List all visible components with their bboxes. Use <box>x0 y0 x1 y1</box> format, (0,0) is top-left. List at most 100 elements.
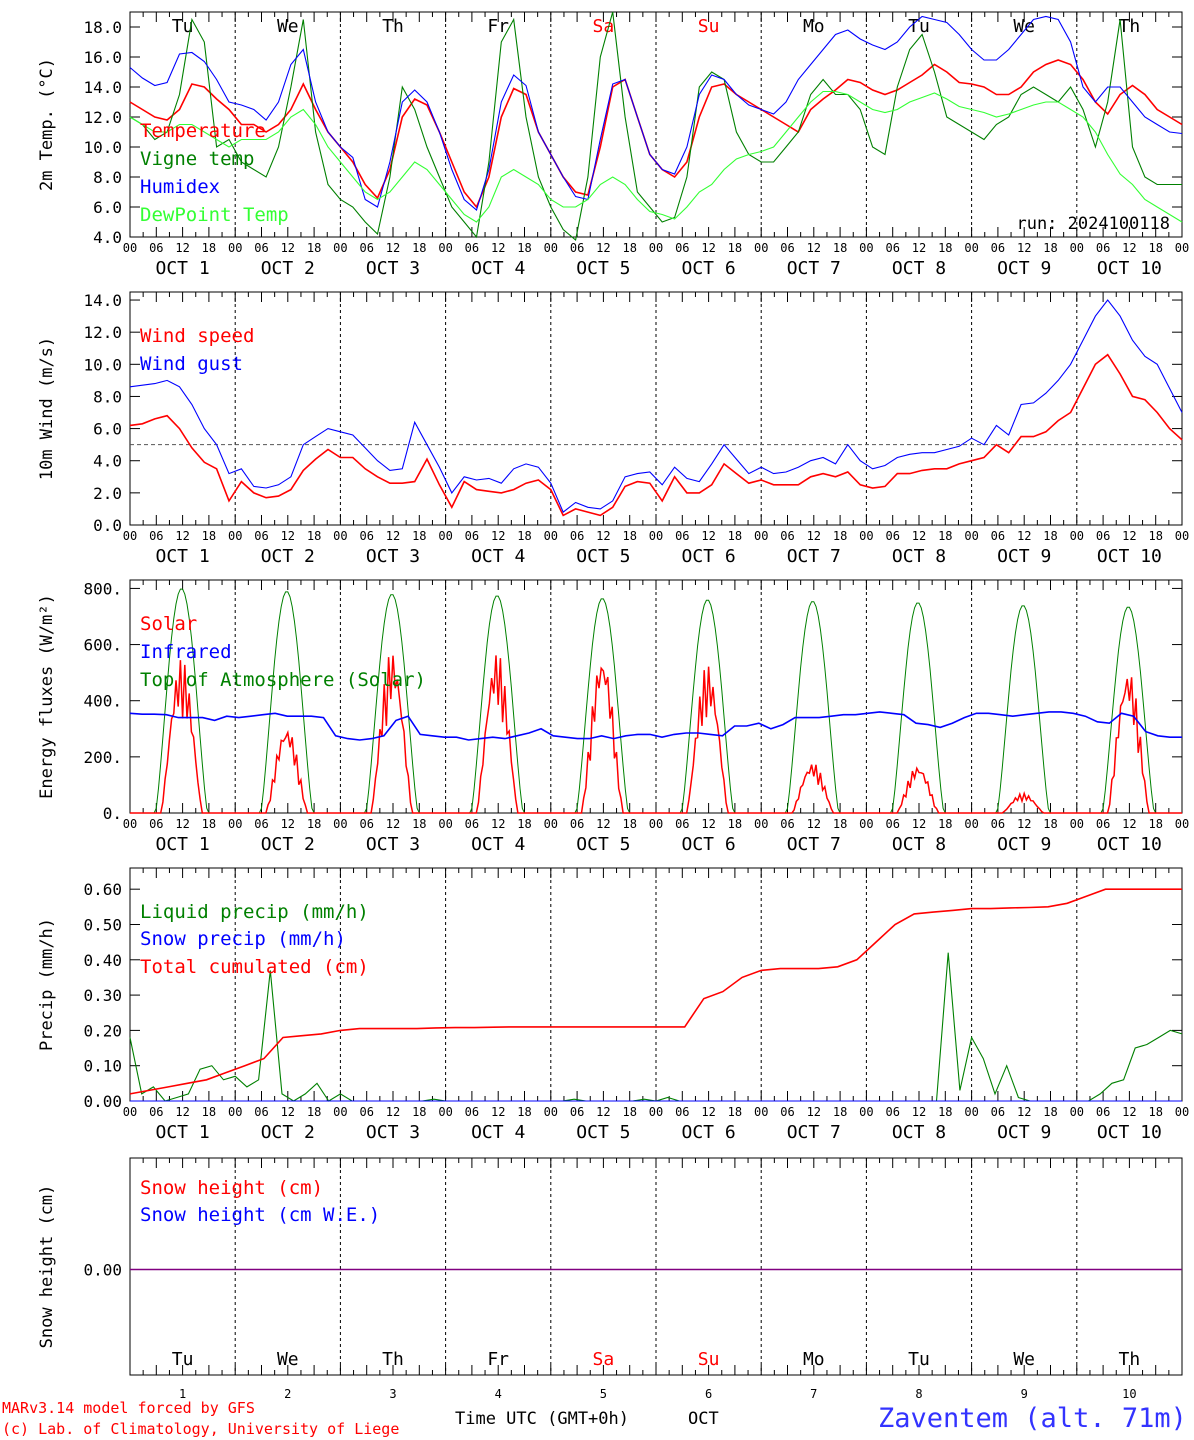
day-number-label: 9 <box>1021 1387 1028 1401</box>
date-label: OCT 5 <box>576 834 630 855</box>
hour-tick-label: 00 <box>649 529 663 543</box>
day-number-label: 6 <box>705 1387 712 1401</box>
hour-tick-label: 06 <box>465 817 479 831</box>
hour-tick-label: 18 <box>622 529 636 543</box>
date-label: OCT 7 <box>787 834 841 855</box>
hour-tick-label: 06 <box>780 241 794 255</box>
date-label: OCT 6 <box>682 834 736 855</box>
hour-tick-label: 18 <box>833 241 847 255</box>
weekday-label: Tu <box>172 16 194 37</box>
hour-tick-label: 12 <box>281 817 295 831</box>
legend-entry: Snow height (cm W.E.) <box>140 1204 380 1226</box>
weekday-label: We <box>1013 1349 1035 1370</box>
weekday-label: Tu <box>908 16 930 37</box>
weekday-label: Tu <box>172 1349 194 1370</box>
date-label: OCT 3 <box>366 258 420 279</box>
hour-tick-label: 06 <box>885 1105 899 1119</box>
hour-tick-label: 06 <box>885 241 899 255</box>
y-axis-label: 10m Wind (m/s) <box>37 337 57 480</box>
hour-tick-label: 18 <box>622 241 636 255</box>
hour-tick-label: 18 <box>307 817 321 831</box>
date-label: OCT 8 <box>892 258 946 279</box>
hour-tick-label: 18 <box>517 529 531 543</box>
y-tick-label: 8.0 <box>93 387 122 406</box>
hour-tick-label: 00 <box>544 241 558 255</box>
day-number-label: 1 <box>179 1387 186 1401</box>
hour-tick-label: 12 <box>175 241 189 255</box>
legend-entry: DewPoint Temp <box>140 204 289 226</box>
hour-tick-label: 12 <box>1017 241 1031 255</box>
legend-entry: Vigne temp <box>140 148 254 170</box>
y-tick-label: 18.0 <box>83 18 122 37</box>
y-tick-label: 12.0 <box>83 108 122 127</box>
day-number-label: 3 <box>389 1387 396 1401</box>
hour-tick-label: 18 <box>938 1105 952 1119</box>
hour-tick-label: 06 <box>359 1105 373 1119</box>
y-tick-label: 12.0 <box>83 323 122 342</box>
y-axis-label: Precip (mm/h) <box>37 918 57 1051</box>
hour-tick-label: 00 <box>544 1105 558 1119</box>
date-label: OCT 1 <box>156 1122 210 1143</box>
y-tick-label: 8.0 <box>93 168 122 187</box>
hour-tick-label: 12 <box>491 1105 505 1119</box>
weekday-label: We <box>277 16 299 37</box>
hour-tick-label: 06 <box>254 1105 268 1119</box>
hour-tick-label: 06 <box>359 529 373 543</box>
hour-tick-label: 06 <box>780 1105 794 1119</box>
hour-tick-label: 00 <box>228 241 242 255</box>
solar-line <box>130 655 1182 814</box>
hour-tick-label: 18 <box>412 241 426 255</box>
weekday-label: Su <box>698 16 720 37</box>
hour-tick-label: 06 <box>991 241 1005 255</box>
weekday-label: Th <box>382 16 404 37</box>
y-tick-label: 10.0 <box>83 355 122 374</box>
hour-tick-label: 12 <box>1122 817 1136 831</box>
day-number-label: 5 <box>600 1387 607 1401</box>
hour-tick-label: 12 <box>175 817 189 831</box>
hour-tick-label: 18 <box>1043 241 1057 255</box>
date-label: OCT 4 <box>471 834 525 855</box>
hour-tick-label: 12 <box>175 529 189 543</box>
hour-tick-label: 00 <box>964 529 978 543</box>
date-label: OCT 2 <box>261 834 315 855</box>
hour-tick-label: 18 <box>307 529 321 543</box>
date-label: OCT 3 <box>366 834 420 855</box>
hour-tick-label: 18 <box>1043 1105 1057 1119</box>
date-label: OCT 9 <box>997 258 1051 279</box>
date-label: OCT 2 <box>261 258 315 279</box>
hour-tick-label: 12 <box>912 529 926 543</box>
hour-tick-label: 00 <box>544 529 558 543</box>
hour-tick-label: 06 <box>149 529 163 543</box>
hour-tick-label: 06 <box>675 817 689 831</box>
hour-tick-label: 12 <box>386 817 400 831</box>
hour-tick-label: 06 <box>465 1105 479 1119</box>
y-axis-label: Energy fluxes (W/m²) <box>37 594 57 799</box>
legend-entry: Liquid precip (mm/h) <box>140 901 369 923</box>
hour-tick-label: 18 <box>938 241 952 255</box>
hour-tick-label: 06 <box>675 529 689 543</box>
legend-entry: Total cumulated (cm) <box>140 956 369 978</box>
hour-tick-label: 18 <box>728 241 742 255</box>
date-label: OCT 1 <box>156 258 210 279</box>
hour-tick-label: 06 <box>570 817 584 831</box>
hour-tick-label: 12 <box>701 817 715 831</box>
y-tick-label: 0.30 <box>83 986 122 1005</box>
hour-tick-label: 06 <box>359 241 373 255</box>
hour-tick-label: 06 <box>1096 1105 1110 1119</box>
hour-tick-label: 18 <box>307 241 321 255</box>
date-label: OCT 8 <box>892 1122 946 1143</box>
legend-entry: Infrared <box>140 641 232 663</box>
hour-tick-label: 00 <box>1070 1105 1084 1119</box>
hour-tick-label: 00 <box>859 817 873 831</box>
hour-tick-label: 00 <box>964 241 978 255</box>
hour-tick-label: 12 <box>701 529 715 543</box>
hour-tick-label: 00 <box>1175 817 1189 831</box>
hour-tick-label: 00 <box>123 529 137 543</box>
date-label: OCT 2 <box>261 546 315 567</box>
hour-tick-label: 12 <box>386 1105 400 1119</box>
series-line-2 <box>129 888 1182 1095</box>
hour-tick-label: 12 <box>491 241 505 255</box>
hour-tick-label: 06 <box>149 241 163 255</box>
hour-tick-label: 00 <box>859 1105 873 1119</box>
hour-tick-label: 06 <box>991 529 1005 543</box>
